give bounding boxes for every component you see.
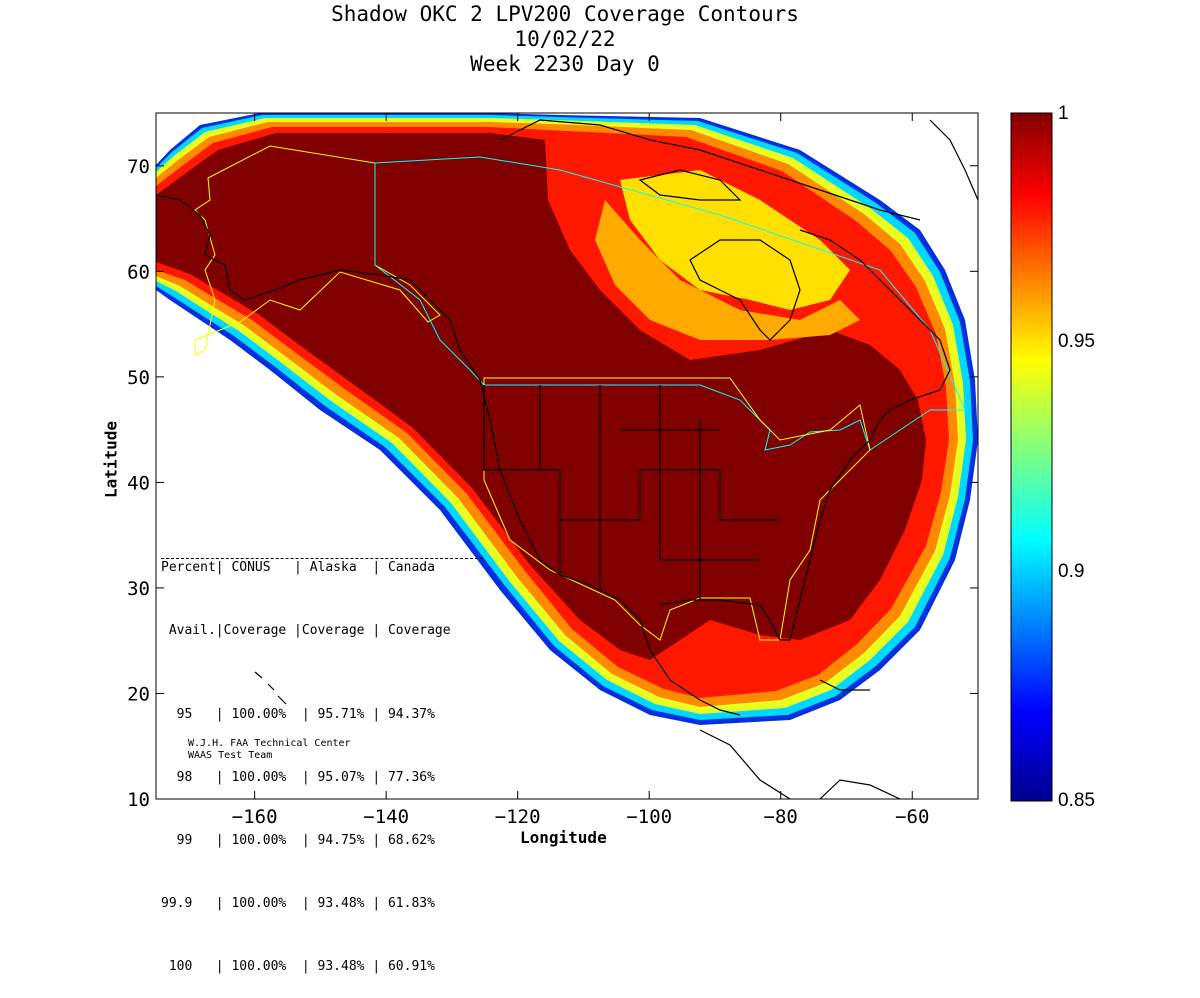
stats-row: 100 | 100.00% | 93.48% | 60.91% (161, 959, 435, 974)
stats-divider (161, 558, 483, 559)
stats-header-2: Avail.|Coverage |Coverage | Coverage (161, 623, 451, 638)
y-tick-label: 60 (127, 261, 150, 283)
x-tick-label: −140 (363, 806, 409, 828)
coastlines (156, 119, 978, 799)
colorbar-tick-0-95: 0.95 (1058, 331, 1095, 352)
x-tick-label: −60 (895, 806, 929, 828)
x-axis: −160 −140 −120 −100 −80 −60 (232, 113, 929, 828)
coverage-map: −160 −140 −120 −100 −80 −60 10 20 30 40 50 60 70 (127, 112, 1053, 828)
y-tick-label: 40 (127, 472, 150, 494)
title-line-3: Week 2230 Day 0 (470, 52, 660, 76)
canada-boundary (374, 156, 966, 451)
y-tick-label: 20 (127, 683, 150, 705)
colorbar (1010, 112, 1053, 802)
credit-line-1: W.J.H. FAA Technical Center (188, 738, 351, 749)
stats-row: 98 | 100.00% | 95.07% | 77.36% (161, 770, 435, 785)
contour-ne-orange (595, 200, 860, 340)
credit-line-2: WAAS Test Team (188, 750, 273, 761)
stats-header-1: Percent| CONUS | Alaska | Canada (161, 560, 435, 575)
credit-text: W.J.H. FAA Technical Center WAAS Test Te… (188, 738, 351, 762)
y-axis: 10 20 30 40 50 60 70 (127, 156, 978, 811)
stats-row: 99.9 | 100.00% | 93.48% | 61.83% (161, 896, 435, 911)
x-tick-label: −120 (495, 806, 541, 828)
y-tick-label: 50 (127, 367, 150, 389)
stats-row: 99 | 100.00% | 94.75% | 68.62% (161, 833, 435, 848)
coverage-contours (156, 113, 978, 725)
title-line-1: Shadow OKC 2 LPV200 Coverage Contours (331, 2, 799, 26)
plot-frame (155, 112, 979, 800)
colorbar-tick-0-9: 0.9 (1058, 561, 1085, 582)
y-tick-label: 70 (127, 156, 150, 178)
colorbar-tick-0-85: 0.85 (1058, 790, 1095, 811)
stats-row: 95 | 100.00% | 95.71% | 94.37% (161, 707, 435, 722)
y-tick-label: 30 (127, 578, 150, 600)
contour-max (156, 133, 926, 660)
y-tick-label: 10 (127, 789, 150, 811)
x-tick-label: −160 (232, 806, 278, 828)
x-axis-label: Longitude (520, 828, 607, 847)
x-tick-label: −80 (764, 806, 798, 828)
title-line-2: 10/02/22 (514, 27, 616, 51)
y-axis-label: Latitude (101, 420, 121, 499)
colorbar-tick-1: 1 (1058, 103, 1069, 124)
x-tick-label: −100 (626, 806, 672, 828)
